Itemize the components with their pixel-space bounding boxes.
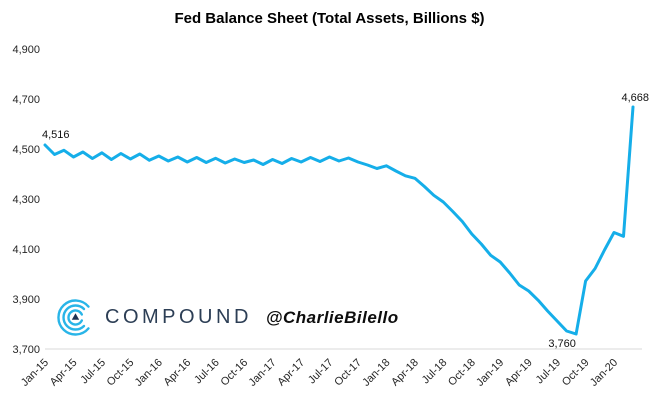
x-tick-label: Oct-15 [105, 357, 137, 389]
x-tick-label: Jan-16 [133, 357, 165, 389]
x-tick-label: Oct-19 [560, 357, 592, 389]
y-tick-label: 3,900 [12, 294, 40, 306]
x-tick-label: Jan-18 [360, 357, 392, 389]
x-tick-label: Jan-17 [246, 357, 278, 389]
y-tick-label: 3,700 [12, 344, 40, 356]
x-tick-label: Jul-17 [306, 357, 336, 387]
y-tick-label: 4,500 [12, 144, 40, 156]
x-tick-label: Oct-17 [332, 357, 364, 389]
x-tick-label: Apr-15 [48, 357, 80, 389]
x-tick-label: Oct-16 [218, 357, 250, 389]
x-tick-label: Apr-18 [389, 357, 421, 389]
y-tick-label: 4,100 [12, 244, 40, 256]
y-tick-label: 4,300 [12, 194, 40, 206]
x-tick-label: Jul-15 [78, 357, 108, 387]
compound-logo-text: COMPOUND [105, 306, 252, 328]
attribution-handle: @CharlieBilello [265, 307, 399, 327]
data-label: 4,668 [621, 92, 649, 104]
y-tick-label: 4,700 [12, 94, 40, 106]
x-tick-label: Jul-16 [192, 357, 222, 387]
data-label: 4,516 [42, 129, 70, 141]
x-tick-label: Apr-19 [503, 357, 535, 389]
x-tick-label: Jan-20 [588, 357, 620, 389]
x-tick-label: Jul-19 [534, 357, 564, 387]
data-label: 3,760 [548, 338, 576, 350]
series-line [43, 105, 635, 336]
compound-logo-icon [57, 299, 90, 336]
x-tick-label: Jan-19 [474, 357, 506, 389]
x-tick-label: Apr-17 [275, 357, 307, 389]
x-tick-label: Jul-18 [420, 357, 450, 387]
x-tick-label: Apr-16 [162, 357, 194, 389]
x-tick-label: Oct-18 [446, 357, 478, 389]
x-tick-label: Jan-15 [19, 357, 51, 389]
compound-logo: COMPOUND @CharlieBilello [55, 297, 399, 338]
chart-title: Fed Balance Sheet (Total Assets, Billion… [174, 10, 485, 27]
y-tick-label: 4,900 [12, 44, 40, 56]
logo-triangle-icon [71, 313, 80, 320]
